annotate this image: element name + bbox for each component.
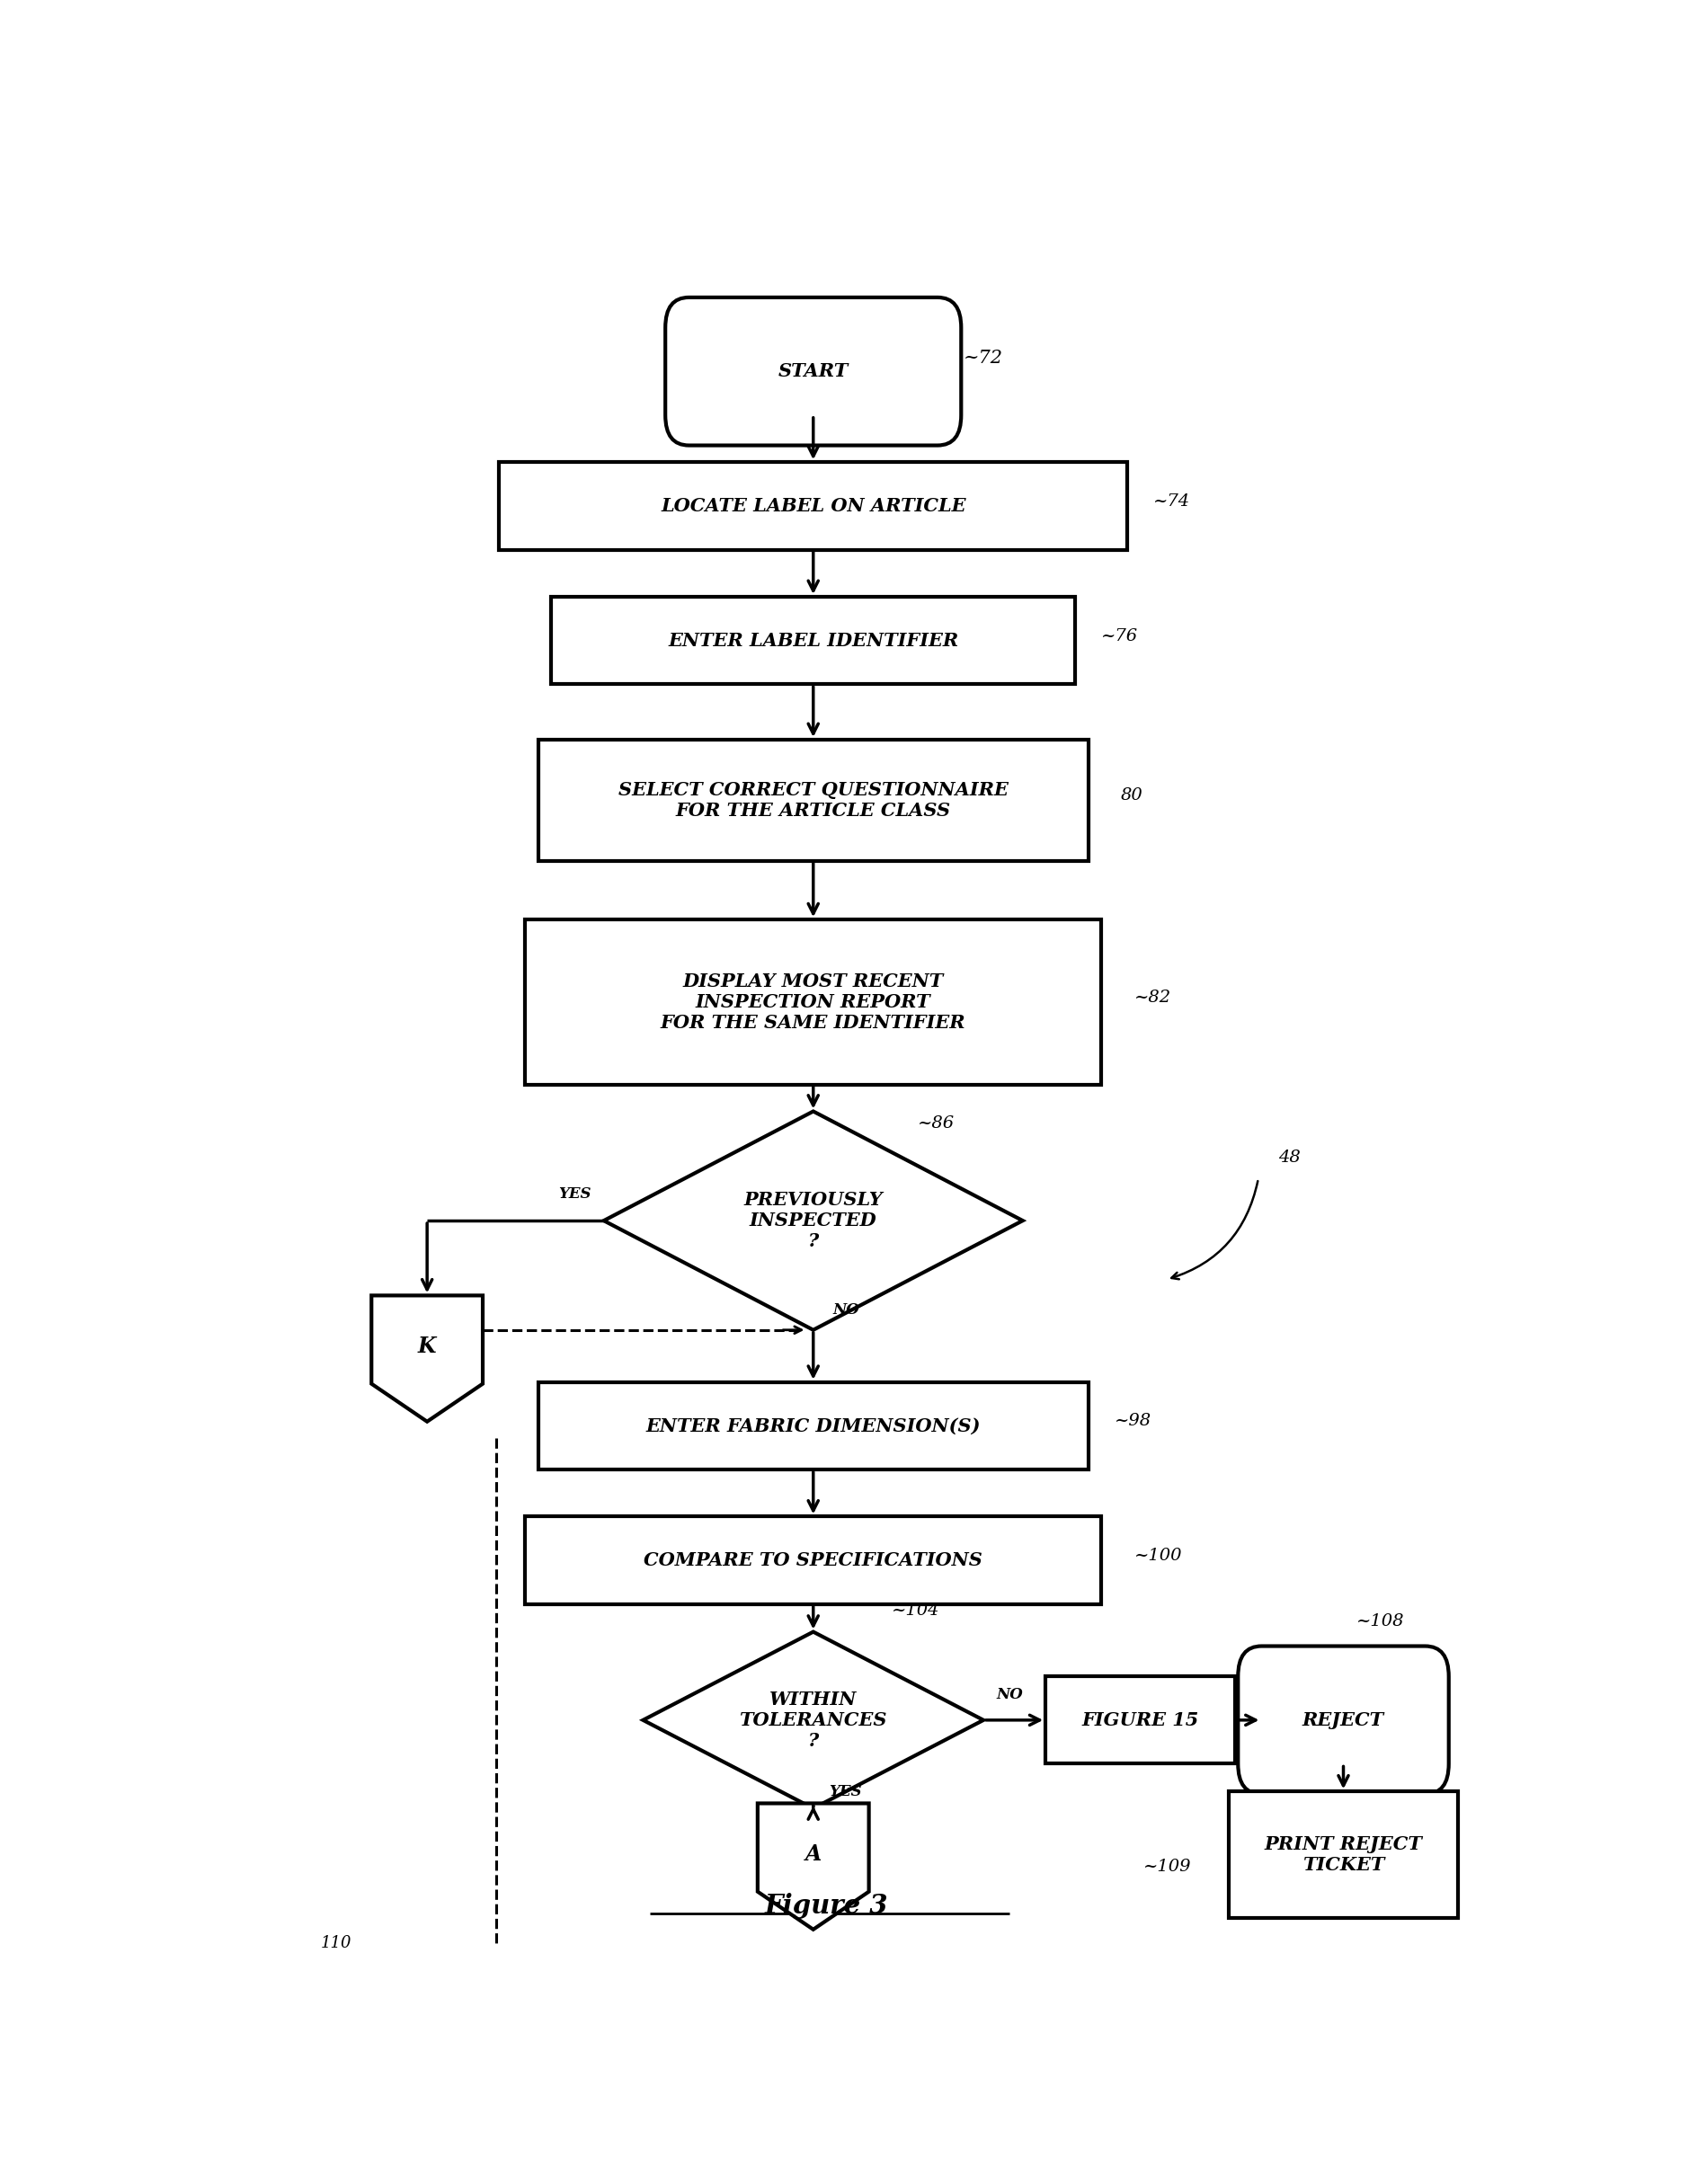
Text: YES: YES	[557, 1186, 591, 1201]
FancyBboxPatch shape	[525, 1516, 1101, 1603]
Text: ~74: ~74	[1154, 494, 1191, 509]
Text: ~109: ~109	[1143, 1859, 1192, 1876]
Text: DISPLAY MOST RECENT
INSPECTION REPORT
FOR THE SAME IDENTIFIER: DISPLAY MOST RECENT INSPECTION REPORT FO…	[660, 972, 966, 1031]
Text: YES: YES	[829, 1784, 861, 1800]
Text: COMPARE TO SPECIFICATIONS: COMPARE TO SPECIFICATIONS	[644, 1551, 983, 1570]
Polygon shape	[644, 1631, 983, 1808]
Text: 110: 110	[321, 1935, 351, 1950]
Text: ENTER LABEL IDENTIFIER: ENTER LABEL IDENTIFIER	[667, 631, 959, 649]
Text: NO: NO	[997, 1688, 1024, 1704]
FancyBboxPatch shape	[665, 297, 961, 446]
Text: ~76: ~76	[1101, 627, 1138, 644]
Polygon shape	[372, 1295, 483, 1422]
Text: ~86: ~86	[919, 1116, 954, 1131]
FancyBboxPatch shape	[1045, 1677, 1235, 1765]
Text: FIGURE 15: FIGURE 15	[1083, 1710, 1199, 1730]
Text: 48: 48	[1279, 1149, 1301, 1166]
Polygon shape	[758, 1804, 868, 1928]
Text: START: START	[779, 363, 848, 380]
Text: PREVIOUSLY
INSPECTED
?: PREVIOUSLY INSPECTED ?	[743, 1190, 883, 1251]
Text: ~82: ~82	[1133, 989, 1170, 1005]
Text: ~72: ~72	[964, 349, 1003, 367]
Text: ~104: ~104	[892, 1603, 939, 1618]
Text: SELECT CORRECT QUESTIONNAIRE
FOR THE ARTICLE CLASS: SELECT CORRECT QUESTIONNAIRE FOR THE ART…	[618, 782, 1008, 819]
FancyBboxPatch shape	[539, 1382, 1088, 1470]
Text: ~98: ~98	[1115, 1413, 1152, 1428]
FancyBboxPatch shape	[500, 463, 1128, 550]
Text: ENTER FABRIC DIMENSION(S): ENTER FABRIC DIMENSION(S)	[645, 1417, 981, 1435]
FancyBboxPatch shape	[551, 596, 1076, 684]
Text: LOCATE LABEL ON ARTICLE: LOCATE LABEL ON ARTICLE	[660, 498, 966, 515]
Text: ~100: ~100	[1133, 1548, 1182, 1564]
Text: 80: 80	[1121, 788, 1143, 804]
FancyBboxPatch shape	[1238, 1647, 1449, 1793]
Text: REJECT: REJECT	[1302, 1710, 1385, 1730]
Text: PRINT REJECT
TICKET: PRINT REJECT TICKET	[1265, 1835, 1422, 1874]
Text: A: A	[806, 1843, 821, 1865]
FancyBboxPatch shape	[1230, 1791, 1458, 1918]
Text: WITHIN
TOLERANCES
?: WITHIN TOLERANCES ?	[740, 1690, 887, 1749]
Text: ~108: ~108	[1356, 1614, 1405, 1629]
Polygon shape	[605, 1112, 1022, 1330]
Text: Figure 3: Figure 3	[765, 1894, 888, 1918]
FancyBboxPatch shape	[525, 919, 1101, 1085]
Text: NO: NO	[833, 1302, 860, 1317]
FancyBboxPatch shape	[539, 740, 1088, 860]
Text: K: K	[417, 1334, 436, 1356]
